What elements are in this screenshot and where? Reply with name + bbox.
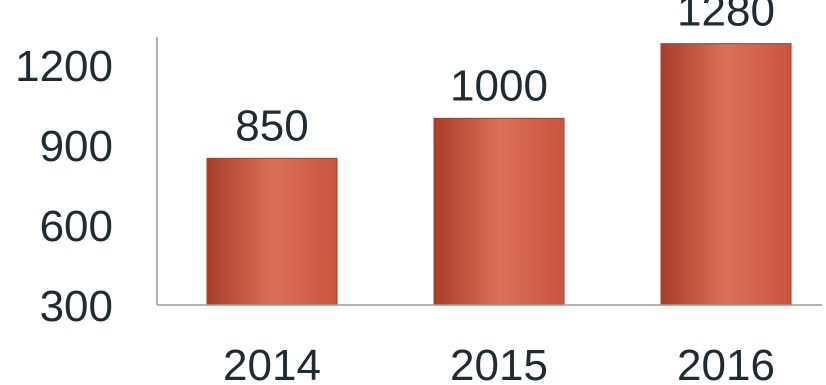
bars [206,43,792,306]
bar-data-label: 1000 [450,61,548,110]
bar-data-label: 850 [235,101,308,150]
bar [660,43,792,306]
bar-data-label: 1280 [677,0,775,36]
bar [206,157,338,306]
y-tick-label: 1200 [15,42,113,91]
y-tick-label: 900 [40,122,113,171]
x-category-label: 2016 [677,341,775,385]
y-tick-label: 600 [40,202,113,251]
x-category-label: 2015 [450,341,548,385]
data-labels: 850 1000 1280 [235,0,775,150]
y-axis-tick-labels: 300 600 900 1200 [15,42,113,331]
y-tick-label: 300 [40,282,113,331]
x-category-label: 2014 [223,341,321,385]
x-axis-category-labels: 2014 2015 2016 [223,341,775,385]
bar [433,117,565,306]
